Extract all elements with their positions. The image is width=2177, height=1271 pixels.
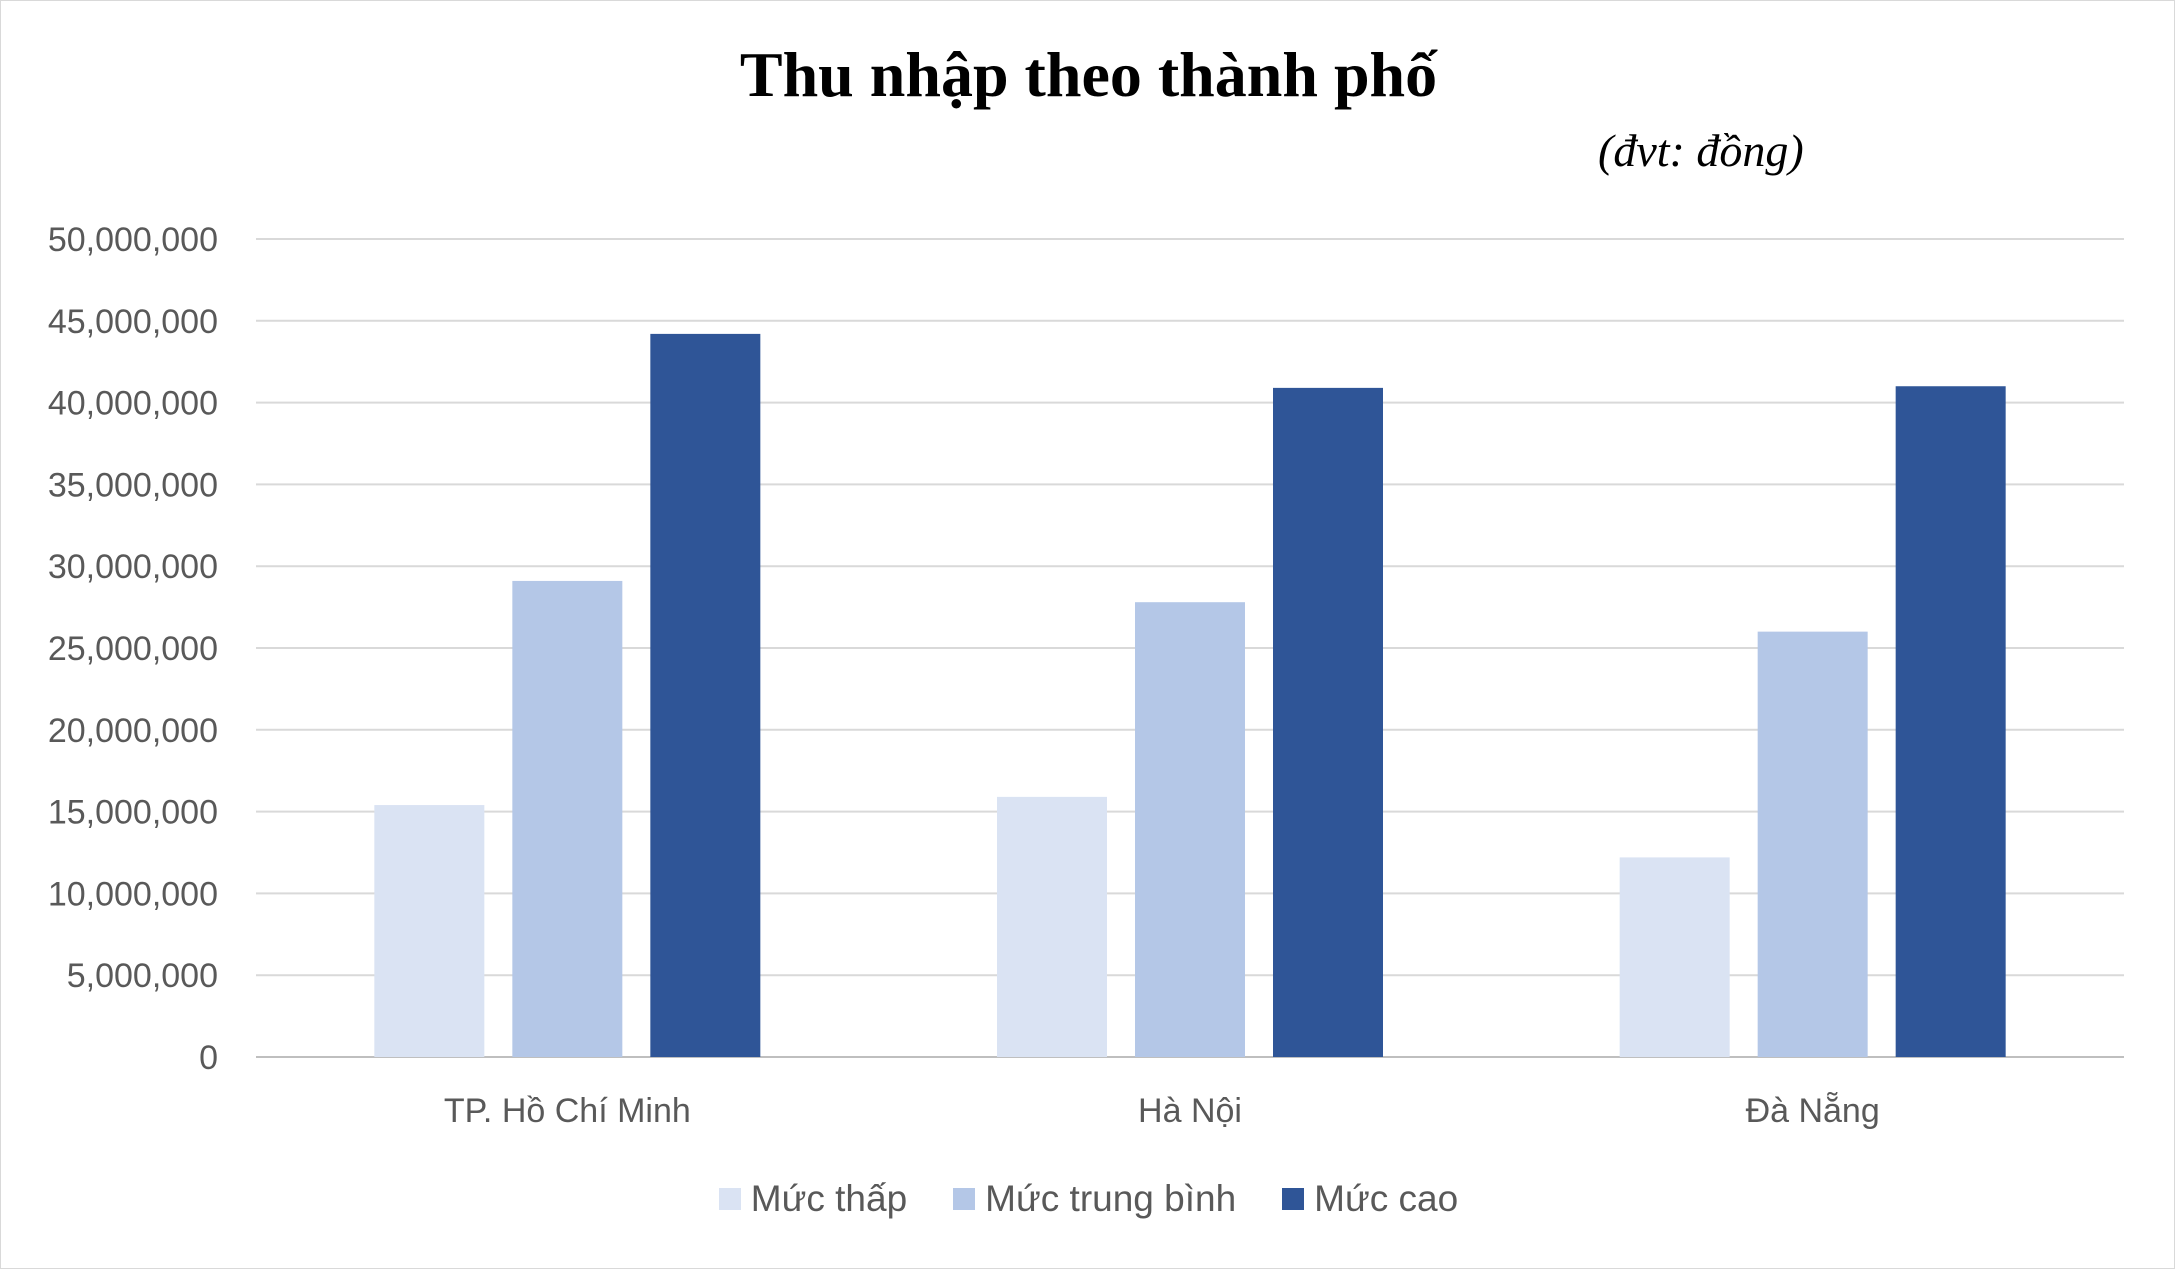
legend-item: Mức thấp bbox=[718, 1178, 908, 1220]
x-axis: TP. Hồ Chí Minh Hà Nội Đà Nẵng bbox=[444, 1092, 1880, 1130]
legend-swatch bbox=[1282, 1188, 1305, 1210]
y-tick-label: 40,000,000 bbox=[48, 385, 218, 423]
legend-item: Mức cao bbox=[1282, 1178, 1458, 1220]
legend-swatch bbox=[718, 1188, 741, 1210]
y-tick-label: 30,000,000 bbox=[48, 548, 218, 586]
bar bbox=[1135, 602, 1245, 1057]
y-tick-label: 15,000,000 bbox=[48, 794, 218, 832]
legend-label: Mức thấp bbox=[750, 1178, 908, 1219]
y-tick-label: 45,000,000 bbox=[48, 303, 218, 341]
legend-swatch bbox=[953, 1188, 976, 1210]
y-tick-label: 10,000,000 bbox=[48, 875, 218, 913]
y-tick-label: 5,000,000 bbox=[67, 957, 218, 995]
y-tick-label: 20,000,000 bbox=[48, 712, 218, 750]
chart-title: Thu nhập theo thành phố bbox=[739, 39, 1438, 110]
x-tick-label: Đà Nẵng bbox=[1746, 1092, 1880, 1130]
x-tick-label: Hà Nội bbox=[1138, 1092, 1242, 1130]
bar bbox=[650, 333, 761, 1057]
y-tick-label: 50,000,000 bbox=[48, 221, 218, 259]
bar bbox=[512, 580, 623, 1057]
bar bbox=[1895, 386, 2006, 1057]
bar bbox=[1273, 387, 1383, 1058]
bar bbox=[1619, 857, 1730, 1057]
y-tick-label: 35,000,000 bbox=[48, 466, 218, 504]
legend-label: Mức cao bbox=[1314, 1178, 1459, 1219]
legend-item: Mức trung bình bbox=[953, 1178, 1236, 1220]
bars bbox=[374, 333, 2006, 1058]
bar bbox=[997, 796, 1107, 1057]
bar bbox=[374, 805, 485, 1057]
chart-subtitle: (đvt: đồng) bbox=[1598, 125, 1804, 176]
y-tick-label: 0 bbox=[199, 1039, 218, 1077]
x-tick-label: TP. Hồ Chí Minh bbox=[444, 1092, 691, 1130]
legend-label: Mức trung bình bbox=[985, 1178, 1237, 1219]
legend: Mức thấp Mức trung bình Mức cao bbox=[0, 1178, 2177, 1220]
bar bbox=[1757, 631, 1868, 1057]
y-axis: 0 5,000,000 10,000,000 15,000,000 20,000,000… bbox=[48, 221, 218, 1077]
y-tick-label: 25,000,000 bbox=[48, 630, 218, 668]
